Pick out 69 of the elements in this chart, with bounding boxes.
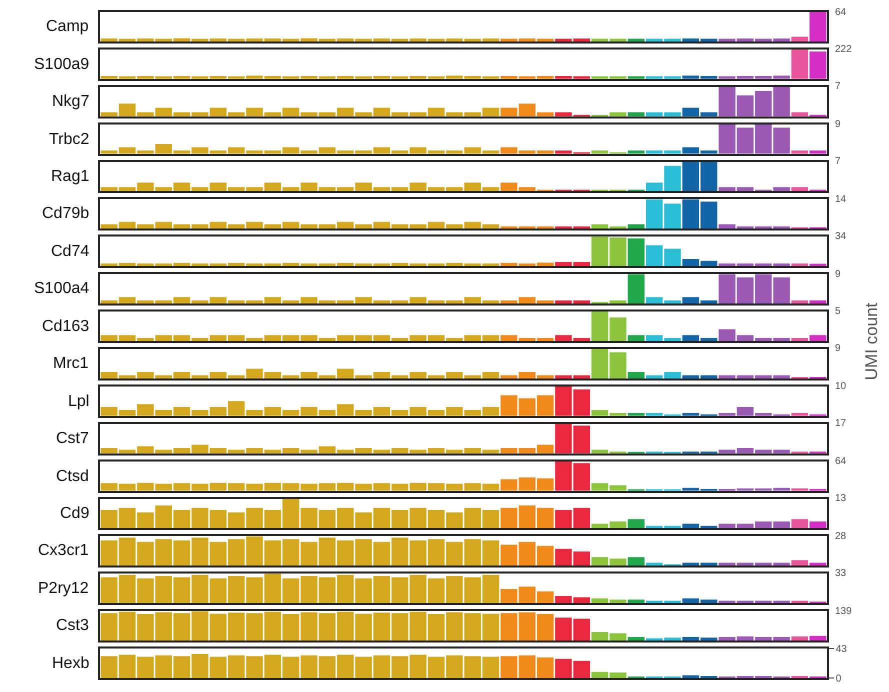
text: 222 (835, 44, 852, 55)
chart-title: Trbc2 (49, 131, 90, 148)
y2-tick-label: 0 (836, 674, 842, 684)
bar (810, 150, 826, 154)
bar (791, 636, 808, 641)
bar (810, 300, 826, 304)
chart-title: S100a4 (34, 280, 90, 297)
bar (628, 238, 645, 266)
chart-title: Cd74 (51, 243, 90, 260)
bar (791, 300, 808, 304)
text: 17 (835, 418, 847, 429)
text: 9 (835, 269, 841, 280)
bar (791, 150, 808, 154)
bar (810, 12, 826, 42)
text: 13 (835, 493, 847, 504)
bar (628, 557, 645, 566)
bar (628, 150, 645, 154)
bar (791, 519, 808, 528)
bar (791, 338, 808, 341)
bar (628, 519, 645, 528)
text: 28 (835, 531, 847, 542)
text: 64 (835, 456, 847, 467)
bar (628, 637, 645, 641)
chart-title: Cd9 (60, 505, 90, 522)
bar (628, 38, 645, 42)
bar (810, 521, 826, 528)
chart-title: Camp (46, 18, 89, 35)
bar (810, 335, 826, 341)
text: 34 (835, 231, 847, 242)
bar (791, 49, 808, 79)
chart-title: Cst7 (56, 430, 89, 447)
chart-title: Cd163 (42, 318, 90, 335)
bar (791, 112, 808, 116)
y2-axis-title: UMI count (862, 302, 882, 380)
chart-title: Cst3 (56, 617, 89, 634)
text: 7 (835, 81, 841, 92)
text: 14 (835, 194, 847, 205)
bar (628, 335, 645, 341)
chart-title: S100a9 (34, 56, 90, 73)
bar (810, 52, 826, 79)
bar (810, 562, 826, 566)
bar (628, 76, 645, 79)
text: 64 (835, 7, 847, 18)
chart-title: Nkg7 (52, 93, 90, 110)
text: 139 (835, 606, 852, 617)
chart-title: Hexb (52, 655, 90, 672)
chart-title: P2ry12 (38, 580, 89, 597)
bar (791, 187, 808, 192)
bar (791, 263, 808, 266)
bar (628, 600, 645, 604)
bar (628, 112, 645, 116)
bar (791, 560, 808, 566)
bar (810, 636, 826, 641)
text: 9 (835, 119, 841, 130)
chart-title: Ctsd (56, 468, 89, 485)
text: 33 (835, 568, 847, 579)
bar (628, 274, 645, 304)
chart-title: Lpl (68, 393, 90, 410)
y2-tick-label: 43 (836, 644, 848, 656)
chart-title: Rag1 (51, 168, 90, 185)
text: 5 (835, 306, 841, 317)
text: 10 (835, 381, 847, 392)
text: 9 (835, 343, 841, 354)
bar (791, 36, 808, 42)
chart-title: Cd79b (42, 205, 90, 222)
chart-title: Mrc1 (53, 355, 89, 372)
chart-title: Cx3cr1 (38, 542, 89, 559)
bar (628, 372, 645, 378)
text: 7 (835, 156, 841, 167)
